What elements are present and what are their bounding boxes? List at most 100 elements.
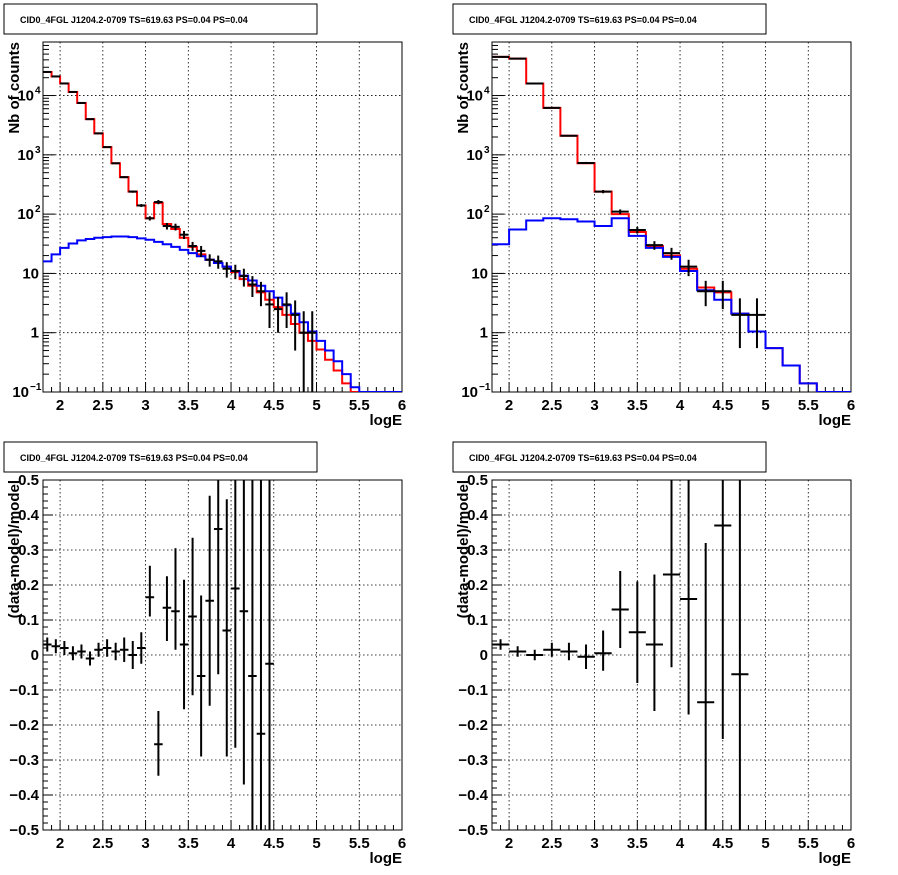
data-point: [94, 642, 103, 657]
data-point: [239, 268, 249, 287]
x-tick-label: 5.5: [349, 835, 370, 852]
histogram-series-1: [492, 217, 851, 392]
data-point: [205, 495, 214, 706]
y-tick-label: 0.4: [18, 507, 40, 524]
plot-area: [43, 480, 274, 830]
y-tick-label: 0.3: [467, 542, 488, 559]
data-point: [645, 241, 663, 250]
data-point: [662, 247, 681, 260]
y-axis-title: (data-model)/model: [6, 480, 23, 618]
data-point: [188, 537, 197, 696]
data-point: [560, 134, 578, 137]
data-point: [213, 480, 223, 675]
y-tick-label: 0: [31, 647, 39, 664]
y-tick-label: 10: [22, 265, 39, 282]
data-point: [162, 222, 172, 230]
data-point: [594, 630, 612, 671]
x-tick-label: 4: [676, 397, 685, 414]
histogram-series-1: [43, 235, 402, 392]
x-tick-label: 3.5: [627, 835, 648, 852]
y-tick-label: 0.1: [18, 612, 39, 629]
data-point: [137, 632, 146, 664]
x-tick-label: 5.5: [798, 397, 819, 414]
y-tick-exponent: −1: [30, 382, 42, 393]
chart-title: CID0_4FGL J1204.2-0709 TS=619.63 PS=0.04…: [20, 453, 248, 463]
y-tick-label: −0.4: [9, 787, 39, 804]
title-box: [452, 441, 767, 473]
x-tick-label: 2.5: [92, 397, 113, 414]
data-point: [714, 480, 732, 739]
y-tick-label: −0.4: [458, 787, 488, 804]
y-tick-label: 10: [17, 206, 34, 223]
plot-area: [492, 480, 749, 830]
data-point: [543, 106, 561, 109]
data-point: [94, 132, 103, 135]
data-point: [265, 292, 274, 329]
x-tick-label: 2: [56, 835, 64, 852]
y-tick-exponent: 3: [35, 145, 41, 156]
title-box: [3, 3, 318, 35]
x-axis-title: logE: [370, 412, 403, 429]
data-point: [594, 190, 612, 194]
y-tick-label: −0.2: [9, 717, 39, 734]
y-tick-label: 10: [466, 147, 483, 164]
chart-title: CID0_4FGL J1204.2-0709 TS=619.63 PS=0.04…: [469, 453, 697, 463]
x-tick-label: 2: [505, 835, 513, 852]
y-tick-exponent: 4: [484, 86, 490, 97]
data-point: [68, 90, 78, 93]
chart-pad-tl: CID0_4FGL J1204.2-0709 TS=619.63 PS=0.04…: [3, 3, 406, 429]
y-tick-label: −0.2: [458, 717, 488, 734]
data-point: [179, 230, 189, 240]
x-tick-label: 3: [141, 397, 149, 414]
chart-pad-br: CID0_4FGL J1204.2-0709 TS=619.63 PS=0.04…: [452, 441, 855, 867]
data-point: [51, 639, 61, 654]
x-tick-label: 6: [398, 835, 406, 852]
data-point: [662, 480, 681, 668]
data-point: [162, 576, 172, 641]
data-point: [111, 162, 120, 165]
data-point: [577, 161, 595, 165]
x-tick-label: 5.5: [798, 835, 819, 852]
x-tick-label: 5.5: [349, 397, 370, 414]
data-point: [714, 280, 732, 310]
data-point: [196, 595, 206, 757]
data-point: [119, 176, 129, 179]
x-tick-label: 5: [761, 397, 769, 414]
data-point: [102, 639, 112, 657]
x-tick-label: 3.5: [178, 835, 199, 852]
x-tick-label: 3.5: [178, 397, 199, 414]
data-point: [492, 639, 510, 650]
y-tick-label: 10: [17, 88, 34, 105]
x-tick-label: 4: [676, 835, 685, 852]
data-point: [265, 480, 274, 830]
y-tick-label: −0.5: [9, 822, 39, 839]
data-point: [77, 101, 86, 104]
data-point: [137, 204, 146, 207]
x-tick-label: 3: [141, 835, 149, 852]
data-point: [154, 711, 163, 776]
data-point: [509, 646, 527, 657]
y-axis-title: (data-model)/model: [455, 480, 472, 618]
chart-pad-bl: CID0_4FGL J1204.2-0709 TS=619.63 PS=0.04…: [3, 441, 406, 867]
data-point: [85, 118, 95, 121]
data-point: [213, 255, 223, 269]
x-tick-label: 2.5: [541, 397, 562, 414]
x-tick-label: 2.5: [92, 835, 113, 852]
data-point: [85, 651, 95, 666]
data-point: [43, 637, 52, 652]
data-point: [102, 146, 112, 149]
y-tick-label: −0.1: [9, 682, 39, 699]
chart-pad-tr: CID0_4FGL J1204.2-0709 TS=619.63 PS=0.04…: [452, 3, 855, 429]
data-point: [231, 264, 240, 280]
data-point: [68, 646, 78, 661]
data-point: [196, 246, 206, 257]
x-tick-label: 2.5: [541, 835, 562, 852]
x-tick-label: 4.5: [712, 397, 733, 414]
x-tick-label: 6: [847, 835, 855, 852]
data-point: [188, 241, 197, 251]
y-axis-title: Nb of counts: [455, 42, 472, 134]
data-point: [697, 543, 715, 830]
y-tick-exponent: −1: [479, 382, 491, 393]
y-tick-label: 0.4: [467, 507, 489, 524]
data-point: [205, 254, 214, 267]
